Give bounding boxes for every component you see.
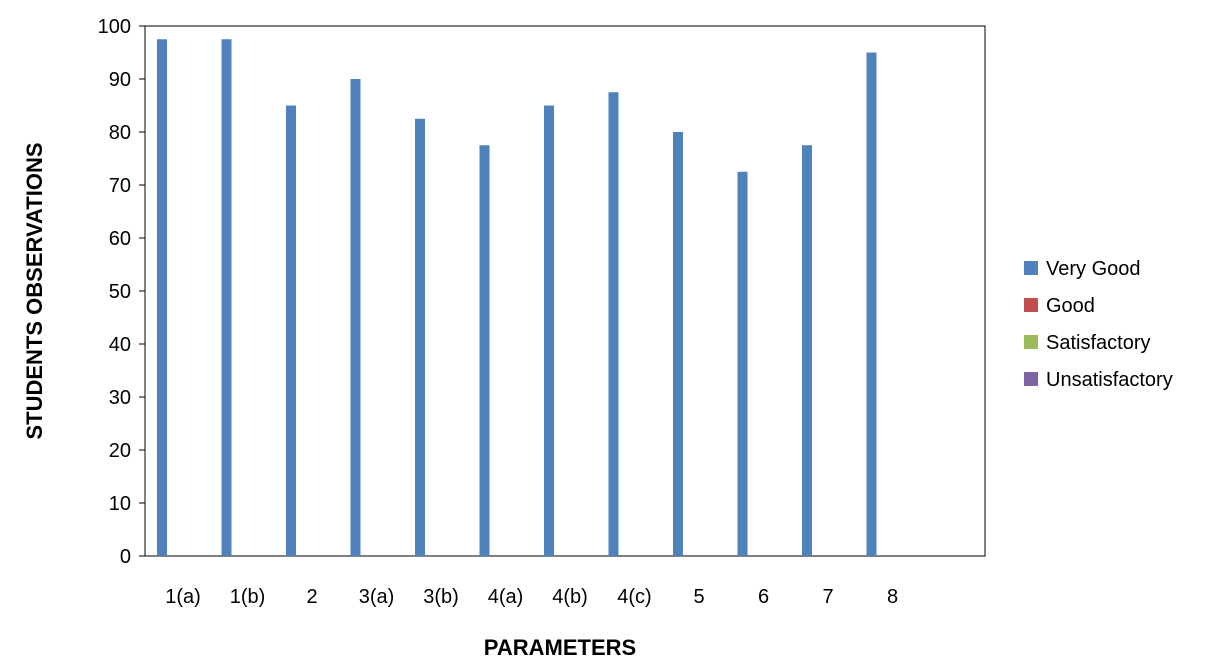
bar-very-good [221,39,232,556]
bar-very-good [802,145,812,556]
legend: Very Good Good Satisfactory Unsatisfactory [1024,258,1173,391]
bar-very-good [737,171,748,556]
legend-label: Good [1046,295,1095,317]
bar-very-good [544,105,554,556]
y-tick-label: 0 [120,546,131,568]
y-tick-label: 90 [109,69,131,91]
y-tick-label: 80 [109,122,131,144]
y-axis-title: STUDENTS OBSERVATIONS [22,142,47,439]
y-tick-label: 60 [109,228,131,250]
x-tick-label: 5 [693,586,704,608]
x-tick-label: 1(b) [230,586,266,608]
y-tick-label: 20 [109,440,131,462]
x-tick-label: 4(b) [552,586,588,608]
y-tick-label: 100 [98,16,131,38]
plot-area [144,25,986,557]
y-tick-label: 50 [109,281,131,303]
legend-label: Very Good [1046,258,1141,280]
x-tick-label: 3(a) [359,586,395,608]
x-tick-label: 6 [758,586,769,608]
legend-label: Satisfactory [1046,332,1150,354]
legend-swatch [1024,298,1038,312]
y-tick-label: 10 [109,493,131,515]
y-axis-ticks: 0 10 20 30 40 50 60 70 80 90 100 [98,16,145,568]
x-tick-label: 8 [887,586,898,608]
bar-very-good [415,118,425,556]
legend-swatch [1024,335,1038,349]
bar-very-good [157,39,167,556]
x-tick-label: 2 [306,586,317,608]
bar-series [157,39,877,556]
bar-very-good [286,105,296,556]
y-tick-label: 70 [109,175,131,197]
y-tick-label: 30 [109,387,131,409]
bar-very-good [479,145,490,556]
x-tick-label: 4(c) [617,586,651,608]
legend-label: Unsatisfactory [1046,369,1173,391]
legend-swatch [1024,261,1038,275]
x-axis-title: PARAMETERS [484,635,636,660]
legend-swatch [1024,372,1038,386]
bar-very-good [866,52,877,556]
y-tick-label: 40 [109,334,131,356]
x-tick-label: 7 [822,586,833,608]
x-tick-label: 3(b) [423,586,459,608]
x-tick-label: 4(a) [488,586,524,608]
bar-very-good [608,92,619,556]
x-tick-label: 1(a) [165,586,201,608]
bar-very-good [350,79,361,556]
bar-very-good [673,132,683,556]
x-axis-ticks: 1(a) 1(b) 2 3(a) 3(b) 4(a) 4(b) 4(c) 5 6 7 8 [165,586,898,608]
